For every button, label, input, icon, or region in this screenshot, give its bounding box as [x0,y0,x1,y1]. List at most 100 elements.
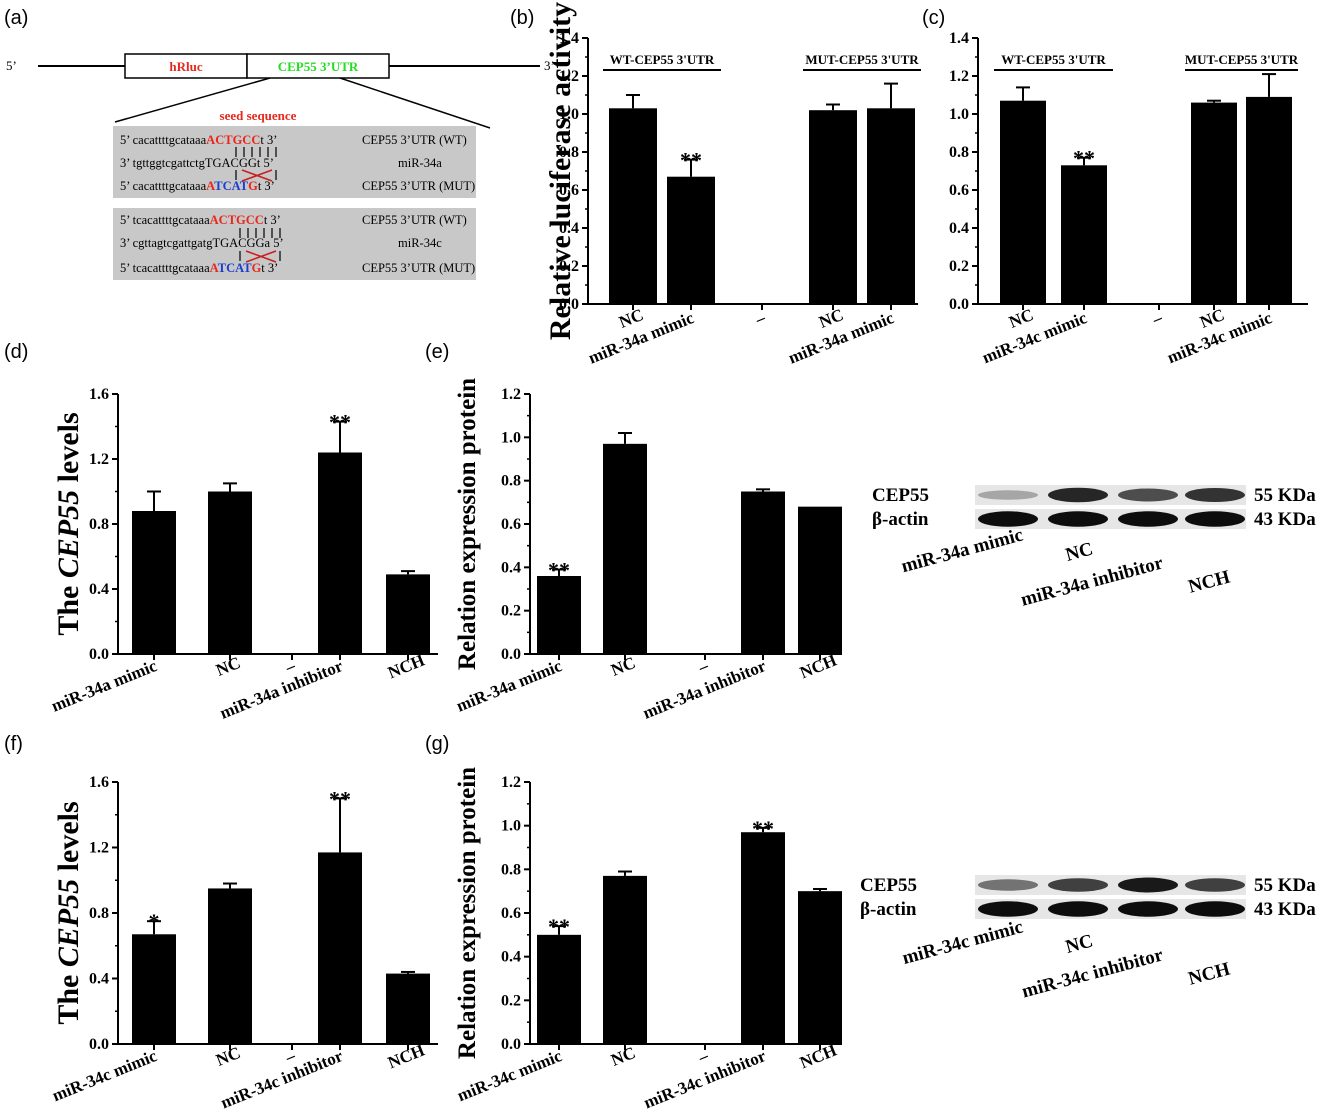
y-tick-label: 0.2 [949,258,969,275]
y-tick-label: 0.4 [501,949,521,966]
three-prime-label: 3’ [544,58,555,73]
blot-lane-label: NCH [1186,958,1232,989]
category-label: NCH [797,1041,839,1073]
y-tick-label: 1.2 [501,774,521,791]
bar [537,934,581,1044]
mir34c-mirna-row: 3’ cgttagtcgattgatgTGACGGa 5’ [120,236,284,250]
y-tick-label: 0.4 [89,971,109,988]
blot-band [1048,901,1108,917]
blot-lane-label: NC [1063,931,1095,958]
y-tick-label: 1.0 [949,106,969,123]
category-label: – [752,308,768,329]
mir34a-wt-row: 5’ cacattttgcataaaACTGCCt 3’ [120,133,277,147]
y-tick-label: 0.0 [501,646,521,663]
blot-band [1185,511,1245,527]
y-tick-label: 0.8 [89,516,109,533]
y-tick-label: 1.2 [89,451,109,468]
y-tick-label: 1.0 [501,818,521,835]
mir34c-mut-label: CEP55 3’UTR (MUT) [362,261,475,275]
blot-band [978,879,1038,891]
bar [1000,100,1046,304]
bar [537,576,581,654]
blot-strip [975,899,1246,919]
panel-letter-f: (f) [4,733,23,755]
y-tick-label: 1.4 [949,30,969,47]
y-tick-label: 0.0 [89,646,109,663]
y-tick-label: 0.6 [949,182,969,199]
group-label: MUT-CEP55 3'UTR [1185,52,1299,67]
chart-c: 0.00.20.40.60.81.01.21.4NC**miR-34c mimi… [949,30,1308,367]
category-label: NC [213,1043,243,1070]
y-tick-label: 1.4 [559,30,579,47]
mir34a-mirna-row: 3’ tgttggtcgattctgTGACGGt 5’ [120,156,274,170]
blot-band [1048,487,1108,503]
bar [132,511,176,654]
y-axis-label: Relation expression protein [454,767,481,1059]
y-axis-label-gene: CEP55 [52,879,85,967]
bar [667,176,715,304]
bar [1246,96,1292,305]
bar [208,888,252,1044]
blot-band [978,901,1038,917]
y-tick-label: 1.0 [501,429,521,446]
blot-strip [975,509,1246,529]
y-tick-label: 0.8 [501,473,521,490]
bar [386,973,430,1044]
bar [603,875,647,1044]
mir34c-pairing-lines [239,228,281,261]
category-label: NC [213,653,243,680]
blot-size-label: 43 KDa [1254,509,1316,530]
y-tick-label: 1.0 [559,106,579,123]
mir34c-wt-row: 5’ tcacattttgcataaaACTGCCt 3’ [120,213,281,227]
y-tick-label: 0.4 [501,559,521,576]
blot-row-label: CEP55 [860,875,917,896]
y-tick-label: 0.2 [501,992,521,1009]
chart-g: 0.0 0.2 0.4 0.6 0.8 1.0 1.2 Relation expression… [454,767,842,1112]
blot-row-label: CEP55 [872,485,929,506]
y-axis-label: Relative luciferase activity [544,2,577,340]
bar [609,108,657,304]
category-label: NCH [385,1041,427,1073]
significance-marker: ** [548,558,570,583]
bar [132,934,176,1044]
mir34a-wt-label: CEP55 3’UTR (WT) [362,133,467,147]
blot-band [1118,901,1178,917]
blot-band [1118,877,1178,893]
y-axis-label-part: levels [52,801,85,878]
y-axis-label: Relation expression protein [454,378,481,670]
mir34c-mutation-cross [245,250,277,263]
group-label: WT-CEP55 3'UTR [610,52,715,67]
cep55-utr-box [246,53,390,79]
y-tick-label: 0.0 [501,1036,521,1053]
seed-sequence-label: seed sequence [220,108,297,123]
cep55-utr-label: CEP55 3’UTR [278,59,359,74]
y-tick-label: 0.0 [89,1036,109,1053]
mir34a-mutation-cross [241,169,273,182]
y-tick-label: 0.6 [501,516,521,533]
y-tick-label: 0.2 [501,603,521,620]
blot-band [1185,488,1245,502]
category-label: – [1149,308,1165,329]
mir34a-mut-label: CEP55 3’UTR (MUT) [362,179,475,193]
hrluc-box [124,53,248,79]
blot-band [1185,878,1245,892]
y-tick-label: 0.4 [559,220,579,237]
blot-lane-label: NC [1063,539,1095,566]
panel-letter-b: (b) [510,7,534,29]
bar [386,574,430,654]
group-label: WT-CEP55 3'UTR [1001,52,1106,67]
category-label: NCH [385,651,427,683]
bar [1191,102,1237,304]
panel-letter-c: (c) [922,7,945,29]
y-axis-label-part: The [52,578,85,636]
significance-marker: ** [752,816,774,841]
significance-marker: ** [329,410,351,435]
mir34c-mut-row: 5’ tcacattttgcataaaATCATGt 3’ [120,261,278,275]
bar [1061,165,1107,304]
blot-strip [975,485,1246,505]
bar [798,506,842,654]
five-prime-label: 5’ [6,58,17,73]
